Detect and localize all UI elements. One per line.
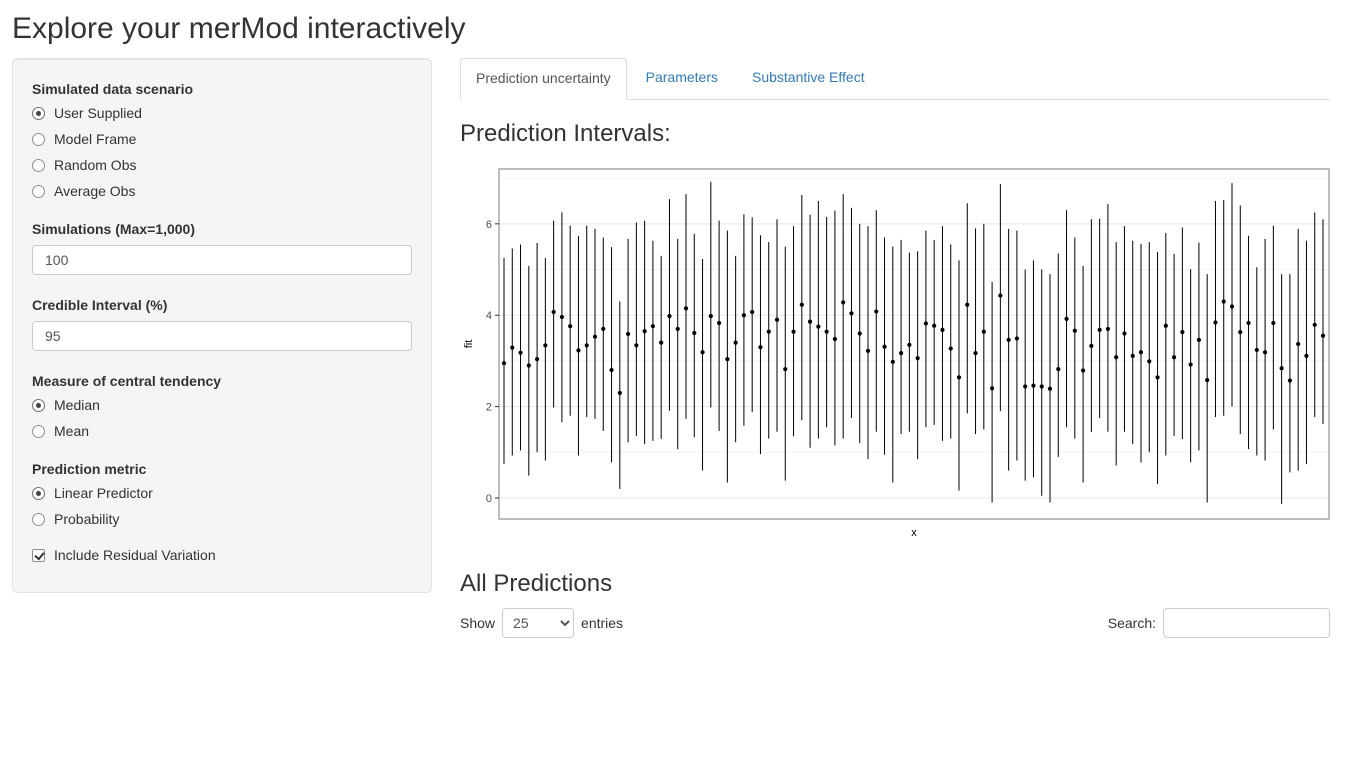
radio-user-supplied[interactable] xyxy=(32,106,45,120)
prediction-intervals-chart: 0 2 4 6 fit x xyxy=(463,168,1330,539)
radio-label: Average Obs xyxy=(54,183,136,199)
simulations-input[interactable] xyxy=(32,245,412,275)
radio-average-obs[interactable] xyxy=(32,184,45,198)
page-title: Explore your merMod interactively xyxy=(12,12,466,45)
tendency-group-label: Measure of central tendency xyxy=(32,373,222,389)
radio-label: Probability xyxy=(54,511,120,527)
svg-text:4: 4 xyxy=(486,310,492,322)
radio-row-random-obs[interactable]: Random Obs xyxy=(32,157,412,173)
tab-bar: Prediction uncertainty Parameters Substa… xyxy=(460,58,1330,100)
checkbox-label: Include Residual Variation xyxy=(54,547,216,563)
sidebar: Simulated data scenario User Supplied Mo… xyxy=(12,58,432,593)
radio-median[interactable] xyxy=(32,398,45,412)
radio-label: Model Frame xyxy=(54,131,137,147)
table-title: All Predictions xyxy=(460,569,613,597)
svg-text:fit: fit xyxy=(463,340,475,349)
radio-probability[interactable] xyxy=(32,512,45,526)
radio-row-mean[interactable]: Mean xyxy=(32,423,412,439)
radio-row-average-obs[interactable]: Average Obs xyxy=(32,183,412,199)
radio-model-frame[interactable] xyxy=(32,132,45,146)
metric-group-label: Prediction metric xyxy=(32,461,147,477)
entries-select[interactable]: 25 xyxy=(502,607,575,638)
datatable-controls: Show 25 entries Search: xyxy=(460,607,1330,638)
radio-mean[interactable] xyxy=(32,424,45,438)
radio-row-probability[interactable]: Probability xyxy=(32,511,412,527)
search-control: Search: xyxy=(1107,607,1330,638)
show-label: Show xyxy=(460,614,496,631)
main-panel: Prediction uncertainty Parameters Substa… xyxy=(460,58,1330,650)
residual-variation-checkbox[interactable] xyxy=(32,548,45,562)
tab-prediction-uncertainty[interactable]: Prediction uncertainty xyxy=(460,58,627,100)
svg-text:6: 6 xyxy=(486,219,492,231)
radio-label: Mean xyxy=(54,423,90,439)
svg-text:x: x xyxy=(911,527,917,539)
radio-row-linear-predictor[interactable]: Linear Predictor xyxy=(32,485,412,501)
svg-text:2: 2 xyxy=(486,401,492,413)
entries-length-control: Show 25 entries xyxy=(460,607,624,638)
search-label: Search: xyxy=(1107,614,1156,631)
entries-label: entries xyxy=(581,614,624,631)
tab-substantive-effect[interactable]: Substantive Effect xyxy=(752,69,865,85)
radio-row-median[interactable]: Median xyxy=(32,397,412,413)
search-input[interactable] xyxy=(1163,607,1330,638)
plot-title: Prediction Intervals: xyxy=(460,119,671,147)
svg-text:0: 0 xyxy=(486,493,492,505)
page: Explore your merMod interactively Simula… xyxy=(0,12,1366,650)
radio-label: Median xyxy=(54,397,100,413)
radio-random-obs[interactable] xyxy=(32,158,45,172)
tab-parameters[interactable]: Parameters xyxy=(645,69,718,85)
radio-label: Random Obs xyxy=(54,157,137,173)
simulations-label: Simulations (Max=1,000) xyxy=(32,221,196,237)
radio-label: User Supplied xyxy=(54,105,142,121)
radio-row-model-frame[interactable]: Model Frame xyxy=(32,131,412,147)
radio-label: Linear Predictor xyxy=(54,485,153,501)
radio-linear-predictor[interactable] xyxy=(32,486,45,500)
credible-interval-label: Credible Interval (%) xyxy=(32,297,168,313)
credible-interval-input[interactable] xyxy=(32,321,412,351)
scenario-group-label: Simulated data scenario xyxy=(32,81,194,97)
radio-row-user-supplied[interactable]: User Supplied xyxy=(32,105,412,121)
residual-variation-row[interactable]: Include Residual Variation xyxy=(32,547,412,563)
